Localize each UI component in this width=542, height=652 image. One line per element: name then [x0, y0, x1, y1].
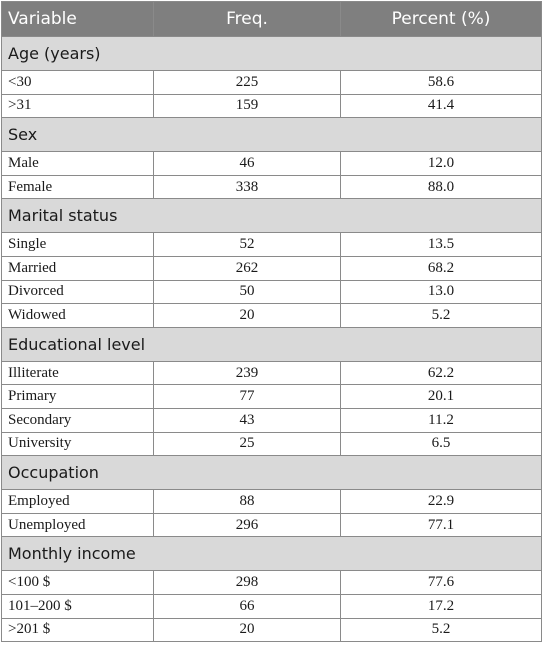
row-freq: 296	[153, 512, 341, 538]
table-row: University 25 6.5	[1, 431, 542, 457]
table-row: <100 $298 77.6	[1, 570, 542, 595]
table-row: Male 46 12.0	[1, 151, 542, 176]
row-label: Illiterate	[1, 360, 154, 386]
section-row: Educational level	[1, 326, 542, 362]
header-variable: Variable	[1, 1, 154, 37]
row-freq: 50	[153, 279, 341, 305]
section-row: Marital status	[1, 198, 542, 234]
row-percent: 88.0	[340, 174, 542, 200]
table-row: Widowed 20 5.2	[1, 303, 542, 328]
row-label: University	[1, 431, 154, 457]
table-row: Secondary 43 11.2	[1, 407, 542, 433]
table-row: <30 225 58.6	[1, 70, 542, 95]
section-title: Educational level	[1, 326, 542, 362]
row-percent: 17.2	[340, 593, 542, 619]
section-row: Occupation	[1, 455, 542, 491]
row-label: Male	[1, 151, 154, 176]
row-label: Secondary	[1, 407, 154, 433]
row-percent: 77.1	[340, 512, 542, 538]
table-row: Single 52 13.5	[1, 232, 542, 257]
row-freq: 52	[153, 232, 341, 257]
row-percent: 58.6	[340, 70, 542, 95]
row-label: Unemployed	[1, 512, 154, 538]
row-label: Divorced	[1, 279, 154, 305]
table-row: Divorced 50 13.0	[1, 279, 542, 305]
row-percent: 5.2	[340, 617, 542, 643]
table-row: >201 $20 5.2	[1, 617, 542, 643]
row-freq: 239	[153, 360, 341, 386]
table-row: Married 262 68.2	[1, 255, 542, 281]
row-percent: 62.2	[340, 360, 542, 386]
row-percent: 13.0	[340, 279, 542, 305]
section-title: Age (years)	[1, 36, 542, 71]
section-row: Monthly income	[1, 536, 542, 572]
row-percent: 22.9	[340, 489, 542, 514]
row-percent: 77.6	[340, 570, 542, 595]
row-label: Female	[1, 174, 154, 200]
row-freq: 262	[153, 255, 341, 281]
row-percent: 11.2	[340, 407, 542, 433]
header-row: Variable Freq. Percent (%)	[1, 1, 542, 37]
row-freq: 66	[153, 593, 341, 619]
row-freq: 298	[153, 570, 341, 595]
row-percent: 68.2	[340, 255, 542, 281]
section-title: Occupation	[1, 455, 542, 491]
row-percent: 13.5	[340, 232, 542, 257]
row-label: <100 $	[1, 570, 154, 595]
section-title: Sex	[1, 117, 542, 153]
row-label: >31	[1, 93, 154, 119]
row-freq: 88	[153, 489, 341, 514]
section-title: Monthly income	[1, 536, 542, 572]
table-row: >31 159 41.4	[1, 93, 542, 119]
row-percent: 5.2	[340, 303, 542, 328]
row-percent: 41.4	[340, 93, 542, 119]
row-label: <30	[1, 70, 154, 95]
table-row: Illiterate 239 62.2	[1, 360, 542, 386]
section-title: Marital status	[1, 198, 542, 234]
row-label: Single	[1, 232, 154, 257]
table-row: Employed 88 22.9	[1, 489, 542, 514]
row-freq: 159	[153, 93, 341, 119]
row-label: >201 $	[1, 617, 154, 643]
row-freq: 77	[153, 384, 341, 409]
row-freq: 46	[153, 151, 341, 176]
row-freq: 225	[153, 70, 341, 95]
row-label: Married	[1, 255, 154, 281]
row-freq: 43	[153, 407, 341, 433]
row-freq: 338	[153, 174, 341, 200]
table-row: 101–200 $66 17.2	[1, 593, 542, 619]
row-label: 101–200 $	[1, 593, 154, 619]
section-row: Age (years)	[1, 36, 542, 71]
table-row: Primary 77 20.1	[1, 384, 542, 409]
row-freq: 25	[153, 431, 341, 457]
row-percent: 12.0	[340, 151, 542, 176]
header-percent: Percent (%)	[340, 1, 542, 37]
table-row: Female 338 88.0	[1, 174, 542, 200]
row-percent: 20.1	[340, 384, 542, 409]
row-label: Widowed	[1, 303, 154, 328]
row-freq: 20	[153, 617, 341, 643]
table-body: Age (years) <30 225 58.6 >31 159 41.4 Sex Male 46…	[1, 36, 542, 643]
row-label: Primary	[1, 384, 154, 409]
header-freq: Freq.	[153, 1, 341, 37]
table-row: Unemployed 296 77.1	[1, 512, 542, 538]
row-percent: 6.5	[340, 431, 542, 457]
section-row: Sex	[1, 117, 542, 153]
row-freq: 20	[153, 303, 341, 328]
row-label: Employed	[1, 489, 154, 514]
